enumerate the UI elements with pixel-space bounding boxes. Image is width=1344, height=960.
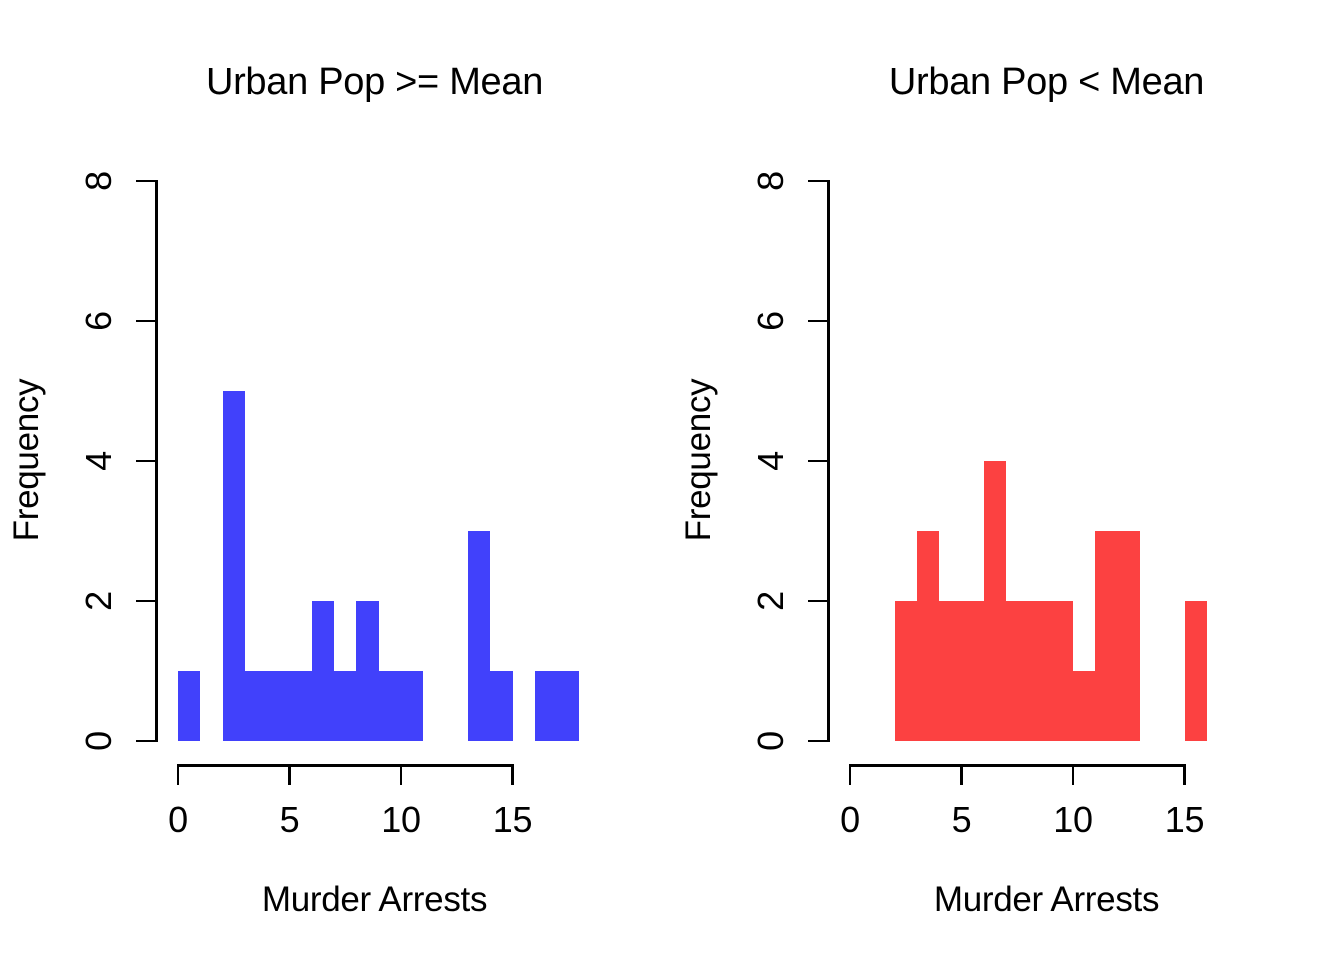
x-tick-mark [176,766,180,785]
histogram-bar [1028,601,1051,741]
y-tick-label: 6 [750,311,791,331]
y-tick-label: 6 [78,311,119,331]
histogram-bar [223,391,245,741]
y-tick-mark [808,599,828,603]
y-tick-label: 4 [78,451,119,471]
x-tick-mark [288,766,291,785]
x-axis-title: Murder Arrests [261,880,488,919]
y-tick-label: 2 [78,591,119,611]
y-tick-mark [808,739,828,743]
y-tick-mark [136,459,156,463]
x-tick-label: 0 [168,799,188,840]
histogram-bar [379,671,401,741]
x-tick-mark [960,766,963,785]
plot-area: 0 2 4 6 8 0 5 10 15 [78,171,579,840]
x-tick-label: 10 [381,799,421,840]
histogram-bar [178,671,200,741]
histogram-bar [290,671,312,741]
x-tick-label: 0 [840,799,860,840]
x-tick-label: 5 [951,799,972,840]
x-tick-label: 15 [492,799,533,840]
histogram-bar [1095,531,1118,741]
x-tick-label: 10 [1053,799,1093,840]
y-tick-mark [808,179,828,183]
y-tick-mark [136,319,156,323]
x-tick-mark [511,766,514,785]
histogram-bar [312,601,334,741]
y-tick-label: 0 [750,731,791,751]
histogram-bar [1006,601,1028,741]
panel-title: Urban Pop >= Mean [205,61,544,103]
y-tick-label: 8 [750,171,791,191]
histogram-bar [962,601,984,741]
x-axis-title: Murder Arrests [933,880,1160,919]
x-tick-mark [1183,766,1186,785]
histogram-bar [401,671,423,741]
x-tick-label: 5 [279,799,300,840]
y-tick-mark [136,179,156,183]
x-axis-line [176,764,514,767]
histogram-bar [1118,531,1140,741]
histogram-bar [1073,671,1095,741]
panel-title: Urban Pop < Mean [888,61,1205,103]
histogram-bar [334,671,356,741]
histogram-panel-urban-ge-mean: Urban Pop >= Mean Frequency Murder Arres… [7,61,579,919]
histogram-bar [557,671,579,741]
histogram-bar [267,671,290,741]
y-tick-mark [136,739,156,743]
histogram-bar [535,671,557,741]
x-axis-line [848,764,1186,767]
x-tick-mark [399,766,403,785]
x-tick-mark [848,766,852,785]
histogram-bar [895,601,917,741]
histogram-bar [939,601,962,741]
y-tick-label: 2 [750,591,791,611]
x-tick-mark [1071,766,1075,785]
histogram-bar [468,531,490,741]
y-tick-label: 0 [78,731,119,751]
y-tick-mark [808,319,828,323]
x-tick-label: 15 [1164,799,1205,840]
y-tick-label: 4 [750,451,791,471]
histogram-bar [917,531,939,741]
y-tick-label: 8 [78,171,119,191]
y-axis-line [155,179,158,743]
y-tick-mark [136,599,156,603]
histogram-panel-urban-lt-mean: Urban Pop < Mean Frequency Murder Arrest… [672,0,1344,960]
histogram-bar [490,671,513,741]
histogram-bar [356,601,379,741]
histogram-bar [245,671,267,741]
histogram-bar [1051,601,1073,741]
histogram-bar [1185,601,1207,741]
y-tick-mark [808,459,828,463]
plot-area: 0 2 4 6 8 0 5 10 15 [672,0,1344,960]
y-axis-line [827,179,830,743]
histogram-bar [984,461,1006,741]
